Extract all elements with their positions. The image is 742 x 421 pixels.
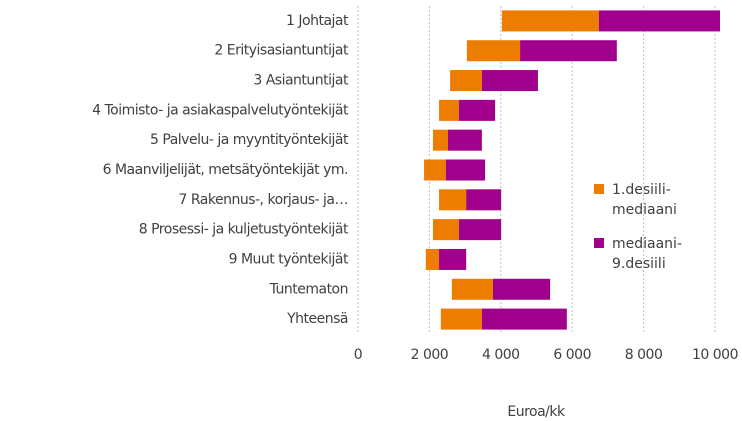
bar-segment bbox=[492, 278, 551, 300]
x-tick-label: 4 000 bbox=[482, 347, 520, 363]
x-tick-label: 2 000 bbox=[411, 347, 449, 363]
x-axis-title: Euroa/kk bbox=[507, 404, 566, 420]
bar-segment bbox=[481, 70, 538, 92]
bar-segment bbox=[520, 40, 617, 62]
bar-segment bbox=[459, 219, 502, 241]
y-tick-label: 1 Johtajat bbox=[286, 13, 349, 29]
bar-segment bbox=[451, 278, 493, 300]
bar-segment bbox=[440, 308, 482, 330]
bar-segment bbox=[439, 248, 467, 270]
bar-segment bbox=[424, 159, 446, 181]
legend-label: mediaani-9.desiili bbox=[612, 236, 682, 272]
legend-swatch bbox=[594, 184, 604, 194]
bar-segment bbox=[459, 99, 496, 121]
y-tick-label: Tuntematon bbox=[269, 281, 348, 297]
bar-segment bbox=[358, 130, 433, 151]
bar-segment bbox=[439, 189, 467, 211]
bar-segment bbox=[358, 40, 467, 61]
bar-segment bbox=[358, 249, 426, 270]
y-tick-label: 4 Toimisto- ja asiakaspalvelutyöntekijät bbox=[92, 102, 349, 118]
bar-segment bbox=[358, 160, 424, 181]
y-tick-label: 2 Erityisasiantuntijat bbox=[214, 43, 349, 59]
y-tick-label: 8 Prosessi- ja kuljetustyöntekijät bbox=[139, 222, 349, 238]
bar-segment bbox=[450, 70, 482, 92]
legend-swatch bbox=[594, 238, 604, 248]
bar-segment bbox=[439, 99, 460, 121]
legend-label: 1.desiili-mediaani bbox=[612, 182, 677, 218]
bar-segment bbox=[447, 129, 482, 151]
bar-segment bbox=[358, 10, 502, 31]
bar-segment bbox=[358, 100, 439, 121]
y-tick-label: 7 Rakennus-, korjaus- ja… bbox=[179, 192, 348, 208]
y-tick-label: 5 Palvelu- ja myyntityöntekijät bbox=[150, 132, 349, 148]
bar-segment bbox=[481, 308, 567, 330]
bar-segment bbox=[432, 219, 460, 241]
bar-segment bbox=[501, 10, 599, 32]
y-tick-label: 9 Muut työntekijät bbox=[229, 251, 349, 267]
y-tick-label: 3 Asiantuntijat bbox=[253, 73, 349, 89]
x-tick-label: 0 bbox=[354, 347, 362, 363]
bar-segment bbox=[466, 40, 521, 62]
bar-segment bbox=[358, 309, 441, 330]
bar-segment bbox=[466, 189, 502, 211]
y-tick-label: Yhteensä bbox=[286, 311, 348, 327]
bar-segment bbox=[358, 70, 450, 91]
x-tick-label: 6 000 bbox=[553, 347, 591, 363]
legend-entry: 1.desiili-mediaani bbox=[594, 180, 704, 220]
legend: 1.desiili-mediaani mediaani-9.desiili bbox=[594, 180, 704, 288]
bar-segment bbox=[445, 159, 486, 181]
bar-segment bbox=[425, 248, 440, 270]
bar-segment bbox=[358, 189, 439, 210]
x-tick-label: 8 000 bbox=[625, 347, 663, 363]
y-tick-label: 6 Maanviljelijät, metsätyöntekijät ym. bbox=[103, 162, 348, 178]
bar-segment bbox=[432, 129, 448, 151]
bar-segment bbox=[598, 10, 720, 32]
legend-entry: mediaani-9.desiili bbox=[594, 234, 704, 274]
bar-segment bbox=[358, 279, 452, 300]
x-tick-label: 10 000 bbox=[692, 347, 738, 363]
bar-segment bbox=[358, 219, 433, 240]
